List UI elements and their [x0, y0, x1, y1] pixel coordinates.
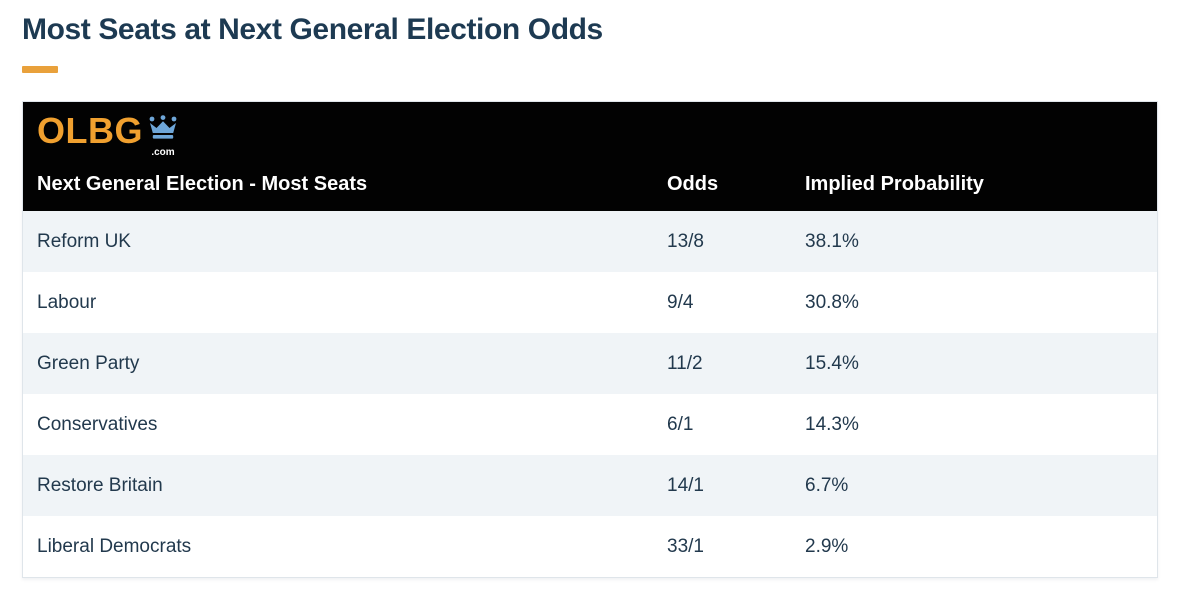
brand-name: OLBG	[37, 110, 143, 151]
odds-value: 11/2	[667, 352, 703, 374]
table-body: Reform UK 13/8 38.1% Labour 9/4 30.8% Gr…	[23, 211, 1157, 577]
table-row: Labour 9/4 30.8%	[23, 272, 1157, 333]
widget-header: OLBG .com	[23, 102, 1157, 211]
implied-probability-value: 30.8%	[805, 291, 859, 313]
odds-value: 13/8	[667, 230, 704, 252]
table-row: Liberal Democrats 33/1 2.9%	[23, 516, 1157, 577]
table-header-row: Next General Election - Most Seats Odds …	[23, 158, 1157, 211]
party-name: Conservatives	[37, 413, 158, 435]
table-row: Green Party 11/2 15.4%	[23, 333, 1157, 394]
party-name: Labour	[37, 291, 97, 313]
odds-table-widget: OLBG .com	[22, 101, 1158, 578]
party-name: Green Party	[37, 352, 140, 374]
page: Most Seats at Next General Election Odds…	[22, 13, 1158, 578]
odds-value: 33/1	[667, 535, 704, 557]
implied-probability-value: 2.9%	[805, 535, 849, 557]
column-header-market: Next General Election - Most Seats	[37, 173, 368, 195]
implied-probability-value: 6.7%	[805, 474, 849, 496]
column-header-odds: Odds	[667, 173, 719, 195]
page-title: Most Seats at Next General Election Odds	[22, 13, 603, 46]
odds-value: 9/4	[667, 291, 694, 313]
table-row: Conservatives 6/1 14.3%	[23, 394, 1157, 455]
implied-probability-value: 15.4%	[805, 352, 859, 374]
table-row: Reform UK 13/8 38.1%	[23, 211, 1157, 272]
brand-tld: .com	[151, 147, 175, 158]
party-name: Restore Britain	[37, 474, 163, 496]
brand-mark: .com	[146, 115, 180, 158]
implied-probability-value: 38.1%	[805, 230, 859, 252]
crown-icon	[146, 115, 180, 146]
title-accent-dash	[22, 66, 58, 73]
brand-logo-link[interactable]: OLBG .com	[23, 112, 180, 158]
odds-value: 14/1	[667, 474, 704, 496]
table-row: Restore Britain 14/1 6.7%	[23, 455, 1157, 516]
implied-probability-value: 14.3%	[805, 413, 859, 435]
odds-value: 6/1	[667, 413, 694, 435]
party-name: Reform UK	[37, 230, 131, 252]
column-header-implied-probability: Implied Probability	[805, 173, 984, 195]
party-name: Liberal Democrats	[37, 535, 192, 557]
